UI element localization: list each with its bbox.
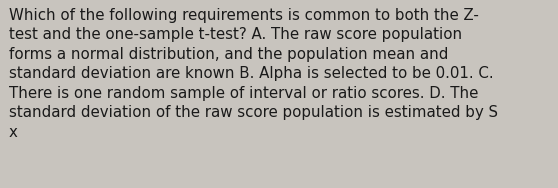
Text: Which of the following requirements is common to both the Z-
test and the one-sa: Which of the following requirements is c… [9, 8, 498, 140]
